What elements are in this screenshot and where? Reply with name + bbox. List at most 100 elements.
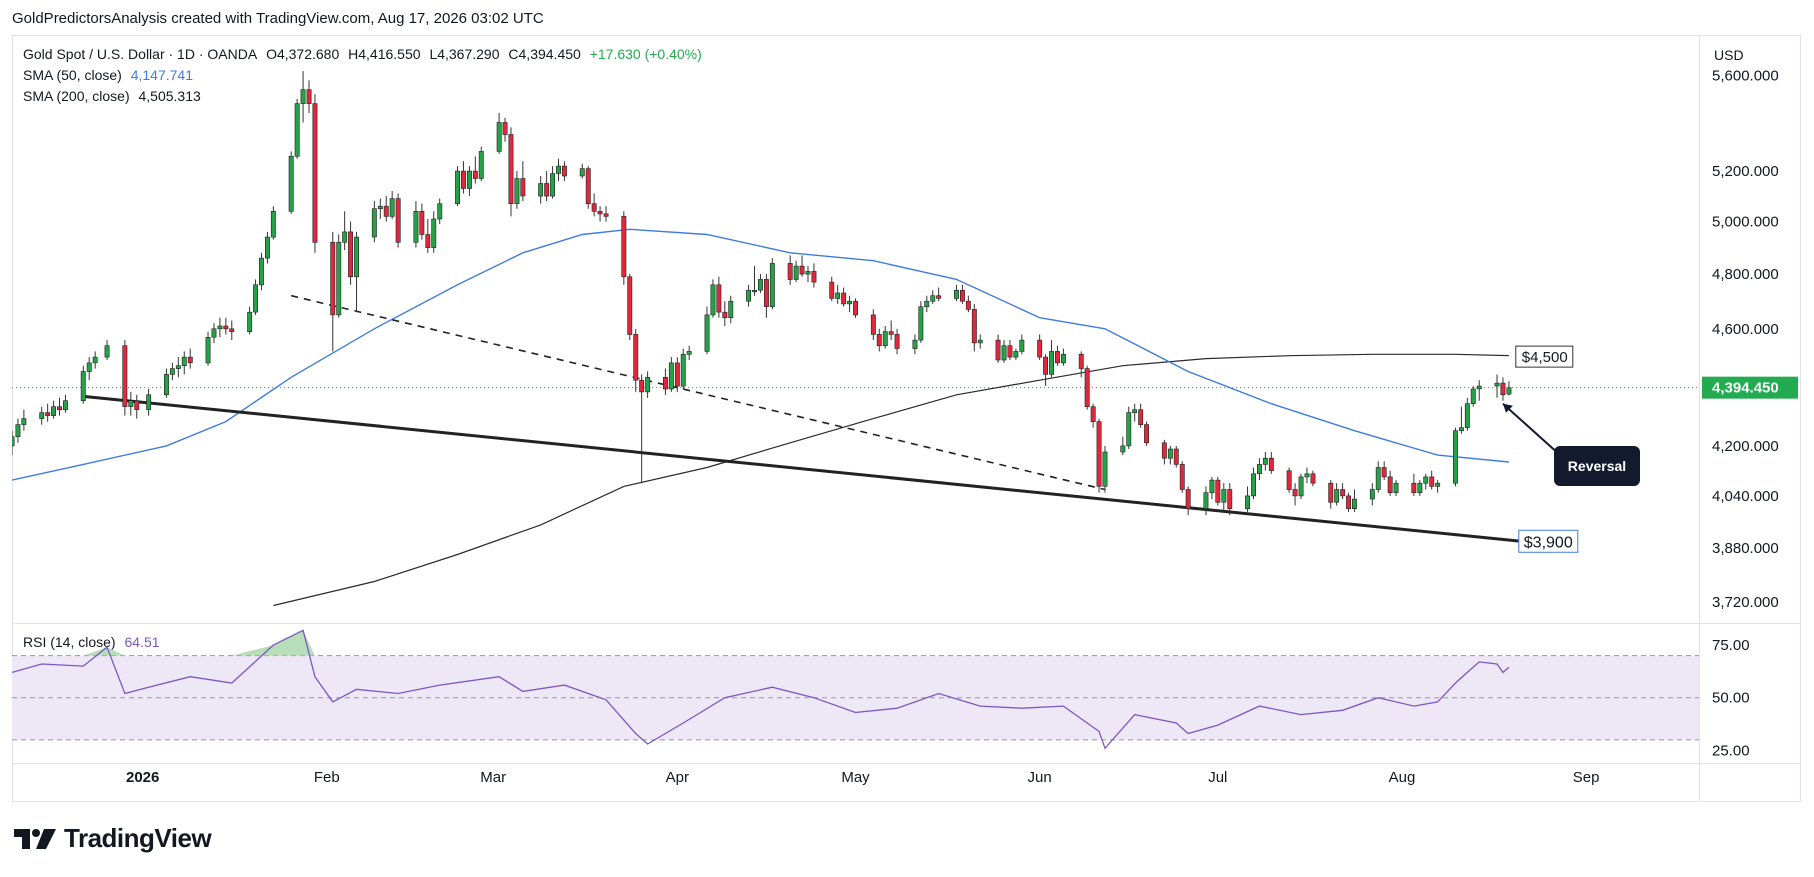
price-pane[interactable] xyxy=(10,71,1521,607)
candle[interactable] xyxy=(1310,470,1316,487)
candle[interactable] xyxy=(21,409,27,431)
symbol-legend[interactable]: Gold Spot / U.S. Dollar · 1D · OANDA O4,… xyxy=(23,46,707,62)
candle[interactable] xyxy=(799,255,805,277)
candle[interactable] xyxy=(104,340,110,360)
candle[interactable] xyxy=(769,258,775,310)
candle[interactable] xyxy=(544,171,550,202)
candle[interactable] xyxy=(1340,483,1346,500)
reversal-callout[interactable] xyxy=(1554,446,1640,486)
candle[interactable] xyxy=(591,193,597,217)
candle[interactable] xyxy=(1037,334,1043,360)
candle[interactable] xyxy=(1411,473,1417,496)
candle[interactable] xyxy=(57,397,63,416)
candle[interactable] xyxy=(894,328,900,355)
candle[interactable] xyxy=(419,203,425,240)
candle[interactable] xyxy=(668,357,674,392)
candle[interactable] xyxy=(455,166,460,207)
candle[interactable] xyxy=(716,276,722,318)
candle[interactable] xyxy=(1417,480,1423,496)
candle[interactable] xyxy=(752,266,758,296)
candle[interactable] xyxy=(674,357,680,392)
resistance-label-box[interactable] xyxy=(1515,345,1574,368)
candle[interactable] xyxy=(728,295,734,324)
candle[interactable] xyxy=(389,191,395,219)
candle[interactable] xyxy=(1132,403,1138,422)
candle[interactable] xyxy=(1001,340,1007,363)
candle[interactable] xyxy=(15,418,21,443)
candle[interactable] xyxy=(805,266,811,283)
candle[interactable] xyxy=(1096,418,1102,493)
candle[interactable] xyxy=(1506,381,1512,396)
candle[interactable] xyxy=(1049,340,1055,378)
candle[interactable] xyxy=(1257,458,1262,481)
rsi-legend[interactable]: RSI (14, close) 64.51 xyxy=(23,634,165,650)
candle[interactable] xyxy=(336,234,342,318)
candle[interactable] xyxy=(496,113,502,154)
candle[interactable] xyxy=(45,403,51,422)
candle[interactable] xyxy=(247,306,253,335)
candle[interactable] xyxy=(936,287,942,302)
candle[interactable] xyxy=(1375,461,1381,493)
candle[interactable] xyxy=(1019,334,1025,355)
candle[interactable] xyxy=(1221,483,1227,512)
candle[interactable] xyxy=(912,334,918,355)
candle[interactable] xyxy=(1179,461,1185,493)
candle[interactable] xyxy=(10,430,15,456)
candle[interactable] xyxy=(680,348,686,389)
candle[interactable] xyxy=(853,298,859,318)
candle[interactable] xyxy=(211,323,217,343)
candle[interactable] xyxy=(930,290,936,304)
sma50-legend[interactable]: SMA (50, close) 4,147.741 xyxy=(23,67,198,83)
candle[interactable] xyxy=(80,365,86,404)
candle[interactable] xyxy=(1138,403,1144,428)
candle[interactable] xyxy=(134,394,140,419)
candle[interactable] xyxy=(288,151,294,214)
candle[interactable] xyxy=(829,276,835,302)
candle[interactable] xyxy=(1126,406,1132,449)
candle[interactable] xyxy=(882,326,888,349)
candle[interactable] xyxy=(437,198,443,225)
candle[interactable] xyxy=(1144,421,1150,446)
candle[interactable] xyxy=(223,317,229,335)
candle[interactable] xyxy=(556,158,562,182)
candle[interactable] xyxy=(395,193,401,248)
candle[interactable] xyxy=(39,406,45,425)
candle[interactable] xyxy=(1043,354,1049,387)
candle[interactable] xyxy=(621,211,627,285)
symbol-name[interactable]: Gold Spot / U.S. Dollar · 1D · OANDA xyxy=(23,46,258,62)
candle[interactable] xyxy=(1227,483,1233,516)
candle[interactable] xyxy=(86,357,92,381)
candle[interactable] xyxy=(965,295,971,313)
candle[interactable] xyxy=(1369,483,1375,506)
sma200-label[interactable]: SMA (200, close) xyxy=(23,88,130,104)
candle[interactable] xyxy=(264,231,270,264)
candle[interactable] xyxy=(514,171,520,209)
candle[interactable] xyxy=(1334,483,1340,506)
sma50-label[interactable]: SMA (50, close) xyxy=(23,67,122,83)
candle[interactable] xyxy=(639,374,645,484)
candle[interactable] xyxy=(1423,473,1429,490)
candle[interactable] xyxy=(538,176,544,204)
pane-divider[interactable] xyxy=(12,623,1801,624)
rsi-pane[interactable] xyxy=(12,629,1699,750)
candle[interactable] xyxy=(763,274,769,318)
candle[interactable] xyxy=(1215,476,1221,506)
candle[interactable] xyxy=(876,328,882,352)
candle[interactable] xyxy=(175,357,181,378)
candle[interactable] xyxy=(1476,380,1482,401)
candle[interactable] xyxy=(1500,377,1506,401)
candle[interactable] xyxy=(1464,397,1470,431)
candle[interactable] xyxy=(710,279,716,318)
candle[interactable] xyxy=(1453,427,1458,487)
candle[interactable] xyxy=(478,146,484,182)
candle[interactable] xyxy=(1470,386,1476,407)
candle[interactable] xyxy=(550,166,556,199)
candle[interactable] xyxy=(371,201,377,243)
rsi-label[interactable]: RSI (14, close) xyxy=(23,634,116,650)
candle[interactable] xyxy=(62,394,68,413)
candle[interactable] xyxy=(342,211,348,251)
candle[interactable] xyxy=(164,368,169,398)
candle[interactable] xyxy=(253,279,258,315)
candle[interactable] xyxy=(971,303,977,352)
